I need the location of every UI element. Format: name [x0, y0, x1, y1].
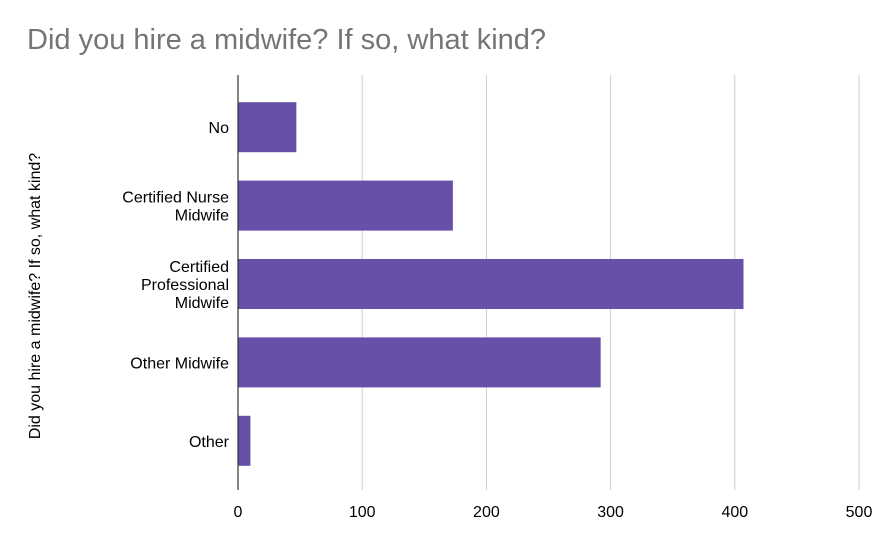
category-label: Other: [189, 434, 230, 451]
x-tick-label: 200: [473, 504, 500, 521]
x-tick-label: 400: [721, 504, 748, 521]
x-tick-label: 500: [846, 504, 873, 521]
labels: 0 100 200 300 400 500 No Certified Nurse Midwife…: [27, 120, 872, 521]
bars: [238, 102, 744, 466]
bar: [238, 102, 297, 153]
bar: [238, 337, 601, 388]
chart-title: Did you hire a midwife? If so, what kind…: [27, 24, 547, 56]
category-label: Other Midwife: [130, 355, 229, 372]
x-tick-label: 0: [234, 504, 243, 521]
x-tick-label: 300: [597, 504, 624, 521]
bar: [238, 180, 453, 231]
y-axis-title: Did you hire a midwife? If so, what kind…: [27, 153, 44, 439]
bar: [238, 259, 744, 309]
category-label: Certified Professional Midwife: [141, 259, 229, 312]
category-label: No: [209, 120, 230, 137]
category-label: Certified Nurse Midwife: [122, 190, 229, 225]
x-tick-label: 100: [349, 504, 376, 521]
bar: [238, 415, 251, 466]
